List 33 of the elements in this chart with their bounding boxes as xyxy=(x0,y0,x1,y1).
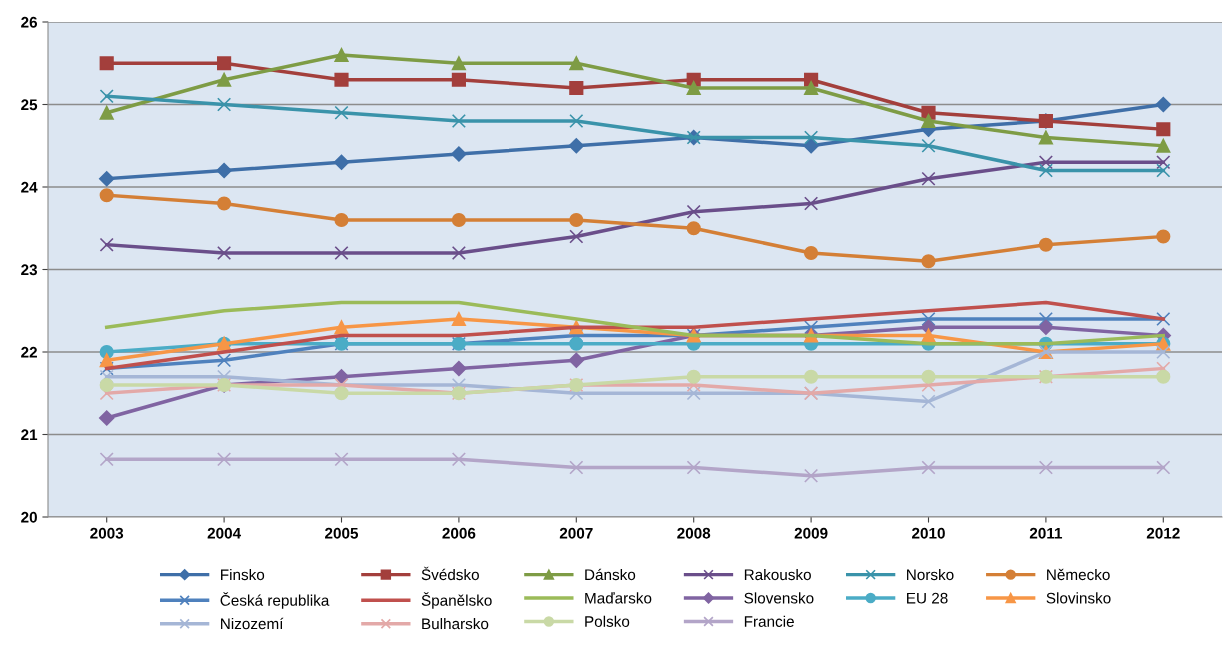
legend-label: Německo xyxy=(1047,568,1110,581)
x-tick-label: 2005 xyxy=(325,527,359,539)
x-tick-label: 2006 xyxy=(442,527,476,539)
y-tick-label: 21 xyxy=(21,429,38,441)
legend-label: Nizozemí xyxy=(221,617,284,630)
y-tick-label: 20 xyxy=(21,511,37,523)
y-tick-label: 26 xyxy=(21,16,38,28)
legend-label: Dánsko xyxy=(585,568,636,581)
x-tick-label: 2008 xyxy=(677,527,711,539)
legend-label: Slovensko xyxy=(744,592,814,604)
y-tick-label: 22 xyxy=(21,346,37,358)
legend-label: Slovinsko xyxy=(1046,592,1111,604)
legend-label: Rakousko xyxy=(744,568,811,581)
legend-label: Švédsko xyxy=(421,566,479,581)
x-tick-label: 2011 xyxy=(1029,527,1063,539)
y-tick-label: 25 xyxy=(21,99,38,111)
x-tick-label: 2007 xyxy=(559,527,593,539)
legend-label: Španělsko xyxy=(421,592,492,609)
legend-label: Francie xyxy=(744,615,794,627)
y-tick-label: 23 xyxy=(21,264,38,276)
legend-label: EU 28 xyxy=(907,592,948,604)
x-tick-label: 2010 xyxy=(912,527,945,539)
legend-label: Česká republika xyxy=(220,592,330,609)
x-tick-label: 2004 xyxy=(207,527,242,539)
legend-label: Bulharsko xyxy=(422,618,489,630)
x-tick-label: 2012 xyxy=(1146,527,1180,539)
legend-label: Maďarsko xyxy=(585,592,652,604)
legend-label: Finsko xyxy=(221,568,265,581)
y-tick-label: 24 xyxy=(21,181,38,193)
legend-label: Polsko xyxy=(585,615,630,627)
x-tick-label: 2003 xyxy=(90,527,124,539)
x-tick-label: 2009 xyxy=(794,527,828,539)
legend-label: Norsko xyxy=(907,568,954,581)
